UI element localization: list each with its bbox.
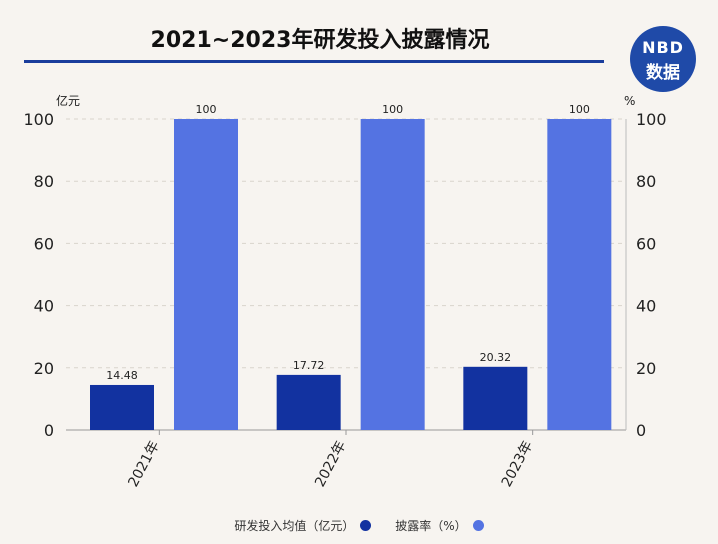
y-left-tick-80: 80 [34, 172, 54, 191]
data-label-disclosure-rate-1: 100 [382, 103, 403, 116]
y-right-unit: % [624, 94, 635, 108]
x-tick-label-1: 2022年 [312, 438, 349, 489]
y-right-tick-40: 40 [636, 297, 656, 316]
logo-text-nbd: NBD [642, 38, 684, 57]
nbd-logo: NBD 数据 [630, 26, 696, 92]
x-tick-label-2: 2023年 [499, 438, 536, 489]
legend-item-rd-mean: 研发投入均值（亿元） [234, 517, 372, 534]
legend-label-rd-mean: 研发投入均值（亿元） [234, 519, 355, 533]
y-right-tick-0: 0 [636, 421, 646, 440]
title-underline [24, 60, 604, 63]
legend-swatch-rd-mean [360, 520, 372, 531]
y-left-tick-40: 40 [34, 297, 54, 316]
y-left-unit: 亿元 [56, 93, 80, 108]
legend-label-disclosure-rate: 披露率（%） [395, 519, 467, 533]
bar-disclosure-rate-1 [360, 119, 425, 430]
data-label-rd-mean-1: 17.72 [293, 359, 325, 372]
data-label-disclosure-rate-0: 100 [196, 103, 217, 116]
logo-text-data: 数据 [646, 63, 680, 83]
bar-rd-mean-2 [463, 366, 528, 430]
y-right-tick-100: 100 [636, 110, 667, 129]
y-left-tick-60: 60 [34, 234, 54, 253]
y-left-tick-20: 20 [34, 359, 54, 378]
data-label-disclosure-rate-2: 100 [569, 103, 590, 116]
bar-rd-mean-1 [276, 374, 341, 430]
y-right-tick-20: 20 [636, 359, 656, 378]
bar-rd-mean-0 [90, 384, 154, 430]
x-tick-label-0: 2021年 [125, 438, 162, 489]
bar-disclosure-rate-2 [547, 119, 612, 430]
legend: 研发投入均值（亿元） 披露率（%） [0, 517, 718, 534]
y-right-tick-60: 60 [636, 234, 656, 253]
legend-swatch-disclosure-rate [472, 520, 484, 531]
bar-disclosure-rate-0 [174, 119, 238, 430]
data-label-rd-mean-2: 20.32 [480, 351, 512, 364]
legend-item-disclosure-rate: 披露率（%） [395, 517, 484, 534]
y-left-tick-0: 0 [44, 421, 54, 440]
y-left-tick-100: 100 [23, 110, 54, 129]
chart-title: 2021~2023年研发投入披露情况 [150, 28, 490, 53]
y-right-tick-80: 80 [636, 172, 656, 191]
data-label-rd-mean-0: 14.48 [106, 369, 138, 382]
